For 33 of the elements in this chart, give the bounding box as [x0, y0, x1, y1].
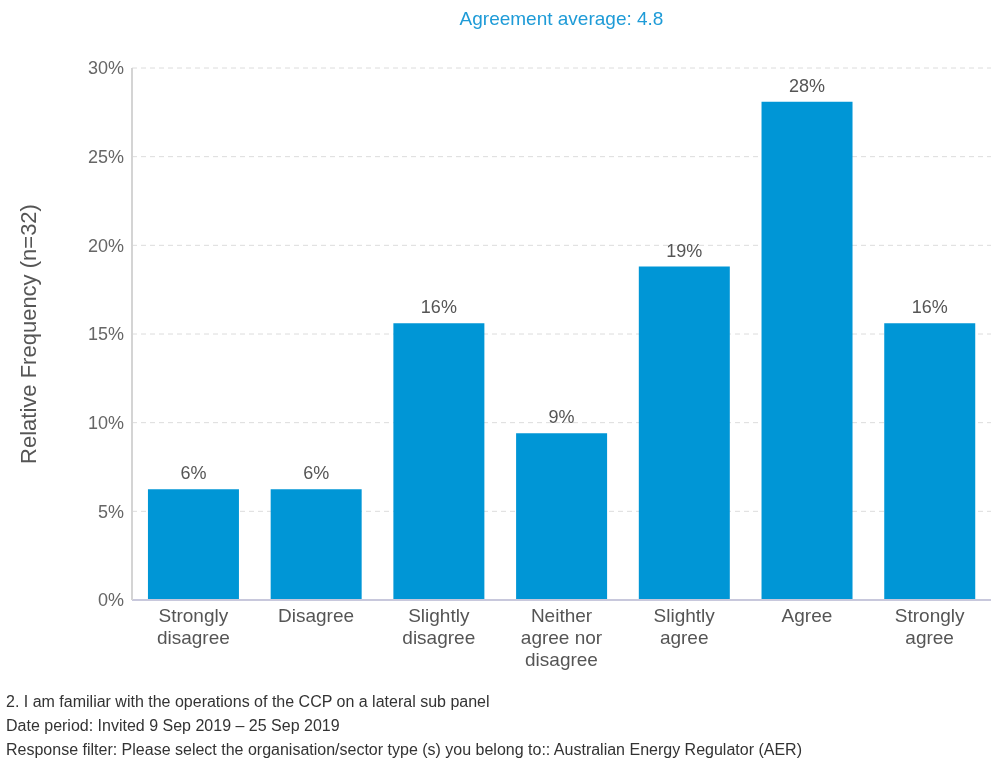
y-tick-label: 30%	[87, 58, 124, 79]
data-label: 6%	[180, 463, 207, 484]
bar	[638, 266, 730, 600]
text: 2. I am familiar with the operations of the CCP on a lateral sub panel	[6, 692, 491, 712]
data-label: 16%	[420, 297, 457, 318]
data-label: 19%	[666, 240, 703, 261]
x-tick-label: Strongly agree	[894, 605, 965, 648]
text: Response filter: Please select the organisation/sector type (s) you belong to:: Australian Energy Regulator (AER)	[6, 740, 803, 760]
text: Date period: Invited 9 Sep 2019 – 25 Sep 2019	[6, 716, 341, 736]
x-tick-label: Slightly disagree	[402, 605, 476, 648]
bar	[270, 489, 362, 600]
y-tick-label: 5%	[97, 501, 124, 522]
bar	[884, 323, 976, 600]
data-label: 16%	[911, 297, 948, 318]
data-label: 28%	[789, 75, 826, 96]
y-tick-label: 15%	[87, 324, 124, 345]
x-tick-label: Slightly agree	[653, 605, 716, 648]
y-tick-label: 10%	[87, 413, 124, 434]
bar	[761, 101, 853, 600]
y-tick-label: 20%	[87, 235, 124, 256]
bar	[393, 323, 485, 600]
y-tick-label: 0%	[97, 590, 124, 611]
x-tick-label: Agree	[781, 605, 833, 626]
x-tick-label: Disagree	[278, 605, 355, 626]
data-label: 6%	[303, 463, 330, 484]
y-tick-label: 25%	[87, 147, 124, 168]
bar	[147, 489, 239, 600]
x-tick-label: Strongly disagree	[156, 605, 230, 648]
y-axis-title: Relative Frequency (n=32)	[15, 204, 41, 464]
x-tick-label: Neither agree nor disagree	[520, 605, 603, 670]
chart-title: Agreement average: 4.8	[458, 8, 665, 30]
data-label: 9%	[548, 407, 575, 428]
bar	[516, 433, 608, 600]
